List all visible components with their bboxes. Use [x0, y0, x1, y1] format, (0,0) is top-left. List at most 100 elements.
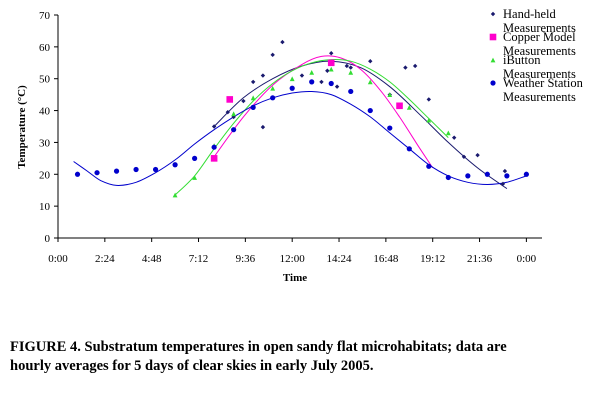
weather-station-measurements-point	[152, 166, 159, 173]
x-tick-label: 19:12	[420, 253, 445, 265]
x-tick-label: 16:48	[373, 253, 399, 265]
x-tick-label: 0:00	[517, 253, 537, 265]
hand-held-measurements-point	[225, 109, 230, 115]
hand-held-measurements-point	[211, 124, 217, 129]
weather-station-measurements-point	[192, 155, 198, 161]
legend-item-label: Copper Model	[503, 30, 576, 44]
y-tick-label: 30	[39, 137, 51, 149]
x-tick-label: 0:00	[48, 253, 68, 265]
y-tick-label: 20	[39, 169, 51, 181]
x-tick-label: 2:24	[95, 253, 115, 265]
legend-item-label: Measurements	[503, 21, 576, 35]
weather-station-measurements-point	[504, 173, 510, 179]
ibutton-measurements-point	[348, 69, 354, 75]
weather-station-measurements-point	[74, 171, 81, 177]
ibutton-measurements-point	[250, 95, 256, 101]
weather-station-measurements-point	[270, 95, 276, 101]
ibutton-measurements-point	[309, 69, 315, 75]
legend-item-label: Measurements	[503, 90, 576, 104]
hand-held-measurements-trendline	[213, 60, 508, 190]
hand-held-measurements-point	[426, 97, 432, 102]
x-tick-label: 7:12	[189, 253, 209, 265]
hand-held-measurements-point	[329, 51, 334, 56]
copper-model-measurements-point	[226, 96, 234, 103]
weather-station-measurements-point	[465, 173, 471, 179]
ibutton-measurements-point	[289, 76, 295, 82]
hand-held-measurements-point	[451, 135, 457, 140]
ibutton-measurements-point	[192, 175, 198, 180]
legend-item-label: Hand-held	[503, 7, 557, 21]
hand-held-measurements-point	[412, 63, 418, 69]
ibutton-measurements-point	[231, 111, 237, 117]
hand-held-measurements-point	[260, 73, 266, 78]
copper-model-measurements-point	[396, 102, 403, 110]
ibutton-measurements-point	[426, 117, 432, 123]
y-tick-label: 50	[39, 74, 51, 86]
weather-station-measurements-trendline	[73, 90, 527, 186]
x-tick-label: 9:36	[236, 253, 256, 265]
y-tick-label: 40	[39, 106, 51, 118]
hand-held-measurements-point	[403, 65, 408, 70]
hand-held-measurements-point	[502, 168, 508, 174]
hand-held-measurements-point	[461, 154, 467, 159]
weather-station-measurements-point	[348, 88, 354, 95]
weather-station-measurements-point	[172, 162, 178, 168]
y-axis-title: Temperature (°C)	[16, 85, 28, 169]
hand-held-measurements-point	[325, 68, 330, 73]
weather-station-measurements-point	[231, 127, 237, 133]
x-tick-label: 21:36	[467, 253, 493, 265]
x-tick-label: 14:24	[327, 253, 353, 265]
y-tick-label: 60	[39, 42, 51, 54]
copper-model-measurements-point	[327, 59, 335, 67]
hand-held-measurements-point	[250, 79, 256, 85]
hand-held-measurements-point	[475, 152, 480, 158]
y-tick-label: 10	[39, 201, 51, 213]
hand-held-measurements-point	[334, 84, 340, 89]
ibutton-measurements-point	[367, 79, 373, 85]
caption-line-2: hourly averages for 5 days of clear skie…	[10, 358, 374, 374]
legend-item-label: iButton	[503, 53, 541, 67]
weather-station-measurements-point	[309, 79, 315, 85]
legend-ibutton-measurements-marker	[490, 57, 496, 63]
chart: Temperature (°C) Time 0 10 20 30 40 50 60 70 0:0…	[16, 7, 584, 284]
hand-held-measurements-point	[344, 63, 350, 69]
y-tick-label: 70	[39, 10, 51, 22]
hand-held-measurements-point	[241, 98, 246, 104]
weather-station-measurements-point	[426, 163, 432, 169]
ibutton-measurements-point	[406, 104, 412, 110]
copper-model-measurements-trendline	[213, 55, 434, 169]
weather-station-measurements-point	[94, 170, 100, 176]
data-points	[74, 39, 529, 198]
weather-station-measurements-point	[367, 107, 373, 114]
weather-station-measurements-point	[133, 166, 139, 173]
legend-weather-station-measurements-marker	[490, 80, 496, 86]
x-tick-label: 4:48	[142, 253, 162, 265]
weather-station-measurements-point	[387, 125, 393, 131]
y-tick-label: 0	[45, 233, 51, 245]
ibutton-measurements-point	[172, 192, 178, 198]
legend-item-label: Measurements	[503, 67, 576, 81]
caption-line-1: FIGURE 4. Substratum temperatures in ope…	[10, 339, 507, 355]
trendlines	[73, 55, 527, 196]
x-tick-label: 12:00	[280, 253, 306, 265]
hand-held-measurements-point	[348, 65, 353, 70]
weather-station-measurements-point	[523, 171, 529, 177]
legend-hand-held-measurements-marker	[490, 11, 496, 17]
ibutton-measurements-point	[270, 85, 276, 91]
weather-station-measurements-point	[289, 85, 295, 91]
ibutton-measurements-point	[387, 92, 393, 98]
hand-held-measurements-point	[319, 79, 324, 85]
x-axis-title: Time	[283, 272, 307, 284]
weather-station-measurements-point	[406, 146, 412, 152]
ibutton-measurements-trendline	[174, 58, 449, 196]
hand-held-measurements-point	[299, 73, 305, 78]
weather-station-measurements-point	[211, 144, 217, 150]
legend-item-label: Weather Station	[503, 76, 584, 90]
weather-station-measurements-point	[328, 80, 334, 87]
weather-station-measurements-point	[445, 174, 451, 181]
legend-copper-model-measurements-marker	[489, 33, 497, 41]
hand-held-measurements-point	[280, 39, 285, 45]
legend-item-label: Measurements	[503, 44, 576, 58]
ibutton-measurements-point	[445, 130, 451, 136]
